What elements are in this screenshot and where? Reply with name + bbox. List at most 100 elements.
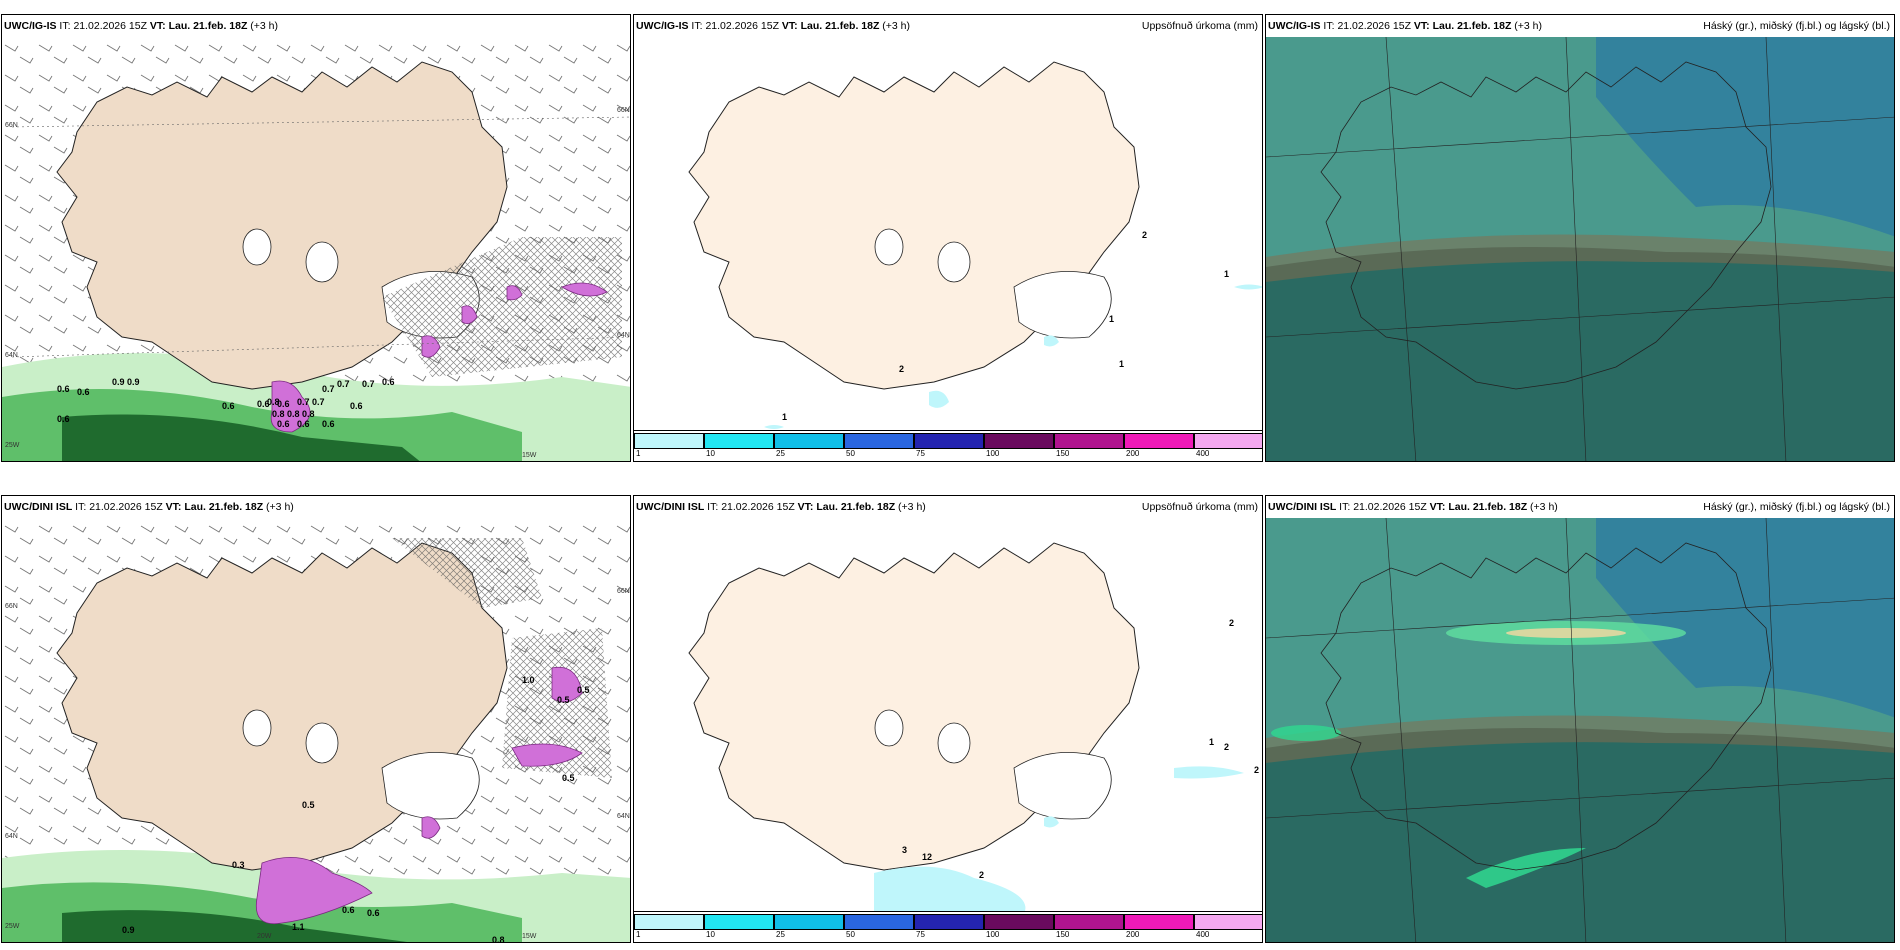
wind-value-label: 0.6	[57, 384, 70, 394]
glacier-langjokull	[242, 228, 272, 266]
glacier-vatnajokull	[381, 752, 480, 820]
cloud-map	[1266, 518, 1894, 942]
precip-area	[1044, 816, 1059, 828]
axis-label: 25W	[5, 923, 20, 930]
precip-value-label: 2	[1254, 765, 1259, 775]
wind-value-label: 0.8	[267, 397, 280, 407]
cloud-low	[1266, 728, 1894, 942]
precip-value-label: 1	[1119, 359, 1124, 369]
snow-area	[421, 816, 441, 839]
wind-value-label: 0.6	[57, 414, 70, 424]
axis-label: 15W	[522, 452, 537, 459]
colorbar-tick: 400	[1196, 930, 1210, 939]
colorbar-swatch	[1124, 433, 1194, 449]
wind-value-label: 0.7	[312, 397, 325, 407]
colorbar-tick: 50	[846, 930, 855, 939]
wind-value-label: 0.6	[297, 419, 310, 429]
precip-value-label: 3	[902, 845, 907, 855]
precip-area	[1044, 335, 1059, 347]
wind-value-label: 0.8	[287, 409, 300, 419]
cloud-high-band	[1466, 848, 1586, 888]
wind-value-label: 0.6	[277, 419, 290, 429]
wind-value-label: 0.9	[112, 377, 125, 387]
colorbar-tick: 200	[1126, 930, 1140, 939]
colorbar-tick: 50	[846, 449, 855, 458]
colorbar-swatch	[914, 914, 984, 930]
colorbar-swatch	[844, 433, 914, 449]
wind-value-label: 0.6	[382, 377, 395, 387]
colorbar-tick: 75	[916, 930, 925, 939]
colorbar: 1 10 25 50 75 100 150 200 400	[634, 430, 1262, 461]
hatch-area	[392, 538, 542, 608]
wind-precip-map: 66N 64N 25W 15W 66N 64N 0.6 0.60.9 0.90.60…	[2, 37, 630, 461]
glacier-hofsjokull	[305, 241, 339, 283]
colorbar-swatch	[1054, 433, 1124, 449]
panel-header: UWC/IG-IS IT: 21.02.2026 15Z VT: Lau. 21…	[634, 15, 1262, 37]
colorbar-tick: 150	[1056, 449, 1070, 458]
wind-precip-panel-row1: UWC/IG-IS IT: 21.02.2026 15Z VT: Lau. 21…	[1, 14, 631, 462]
wind-value-label: 0.3	[232, 860, 245, 870]
colorbar-swatch	[634, 433, 704, 449]
precip-value-label: 1	[1224, 269, 1229, 279]
wind-value-label: 0.6	[367, 908, 380, 918]
precip-value-label: 2	[899, 364, 904, 374]
precip-area	[1234, 284, 1262, 290]
wind-value-label: 0.5	[557, 695, 570, 705]
panel-header: UWC/IG-IS IT: 21.02.2026 15Z VT: Lau. 21…	[2, 15, 630, 37]
hatch-area	[382, 237, 622, 377]
precip-value-label: 2	[1224, 742, 1229, 752]
axis-label: 66N	[5, 122, 18, 129]
precip-area	[764, 425, 784, 429]
snow-area	[461, 305, 478, 325]
colorbar-tick: 100	[986, 449, 1000, 458]
colorbar-swatch	[1194, 914, 1262, 930]
glacier-langjokull	[874, 709, 904, 747]
colorbar-tick: 1	[636, 930, 641, 939]
cloud-panel-row1: UWC/IG-IS IT: 21.02.2026 15Z VT: Lau. 21…	[1265, 14, 1895, 462]
axis-label: 64N	[617, 332, 630, 339]
colorbar-swatch	[984, 914, 1054, 930]
hatch-area	[502, 628, 612, 778]
panel-header: UWC/DINI ISL IT: 21.02.2026 15Z VT: Lau.…	[2, 496, 630, 518]
axis-label: 20W	[257, 933, 272, 940]
precip-area	[1174, 766, 1244, 779]
precip-area	[874, 866, 1026, 914]
precip-value-label: 1	[1109, 314, 1114, 324]
precip-area	[929, 390, 949, 408]
cloud-low	[1266, 247, 1894, 461]
wind-value-label: 0.6	[257, 399, 270, 409]
axis-label: 15W	[522, 933, 537, 940]
axis-label: 66N	[617, 107, 630, 114]
cloud-high-core	[1506, 628, 1626, 638]
precip-value-label: 12	[922, 852, 932, 862]
colorbar-tick: 100	[986, 930, 1000, 939]
colorbar-swatch	[774, 433, 844, 449]
axis-label: 66N	[617, 588, 630, 595]
precip-dark	[62, 910, 407, 942]
colorbar-swatch	[774, 914, 844, 930]
precip-value-label: 2	[1229, 618, 1234, 628]
wind-precip-map: 66N 64N 25W 20W 15W 66N 64N 0.5 1.0 0.5 0.5…	[2, 518, 630, 942]
wind-value-label: 0.7	[297, 397, 310, 407]
cloud-high	[1596, 518, 1894, 718]
precip-map: 22212242312	[634, 518, 1262, 942]
cloud-high	[1596, 37, 1894, 237]
wind-value-label: 0.8	[272, 409, 285, 419]
colorbar-swatch	[704, 914, 774, 930]
colorbar: 1 10 25 50 75 100 150 200 400	[634, 911, 1262, 942]
wind-value-label: 0.9	[127, 377, 140, 387]
precip-value-label: 2	[1142, 230, 1147, 240]
cloud-map	[1266, 37, 1894, 461]
wind-value-label: 0.6	[222, 401, 235, 411]
snow-area	[506, 285, 523, 301]
colorbar-swatch	[984, 433, 1054, 449]
cloud-high-band	[1271, 725, 1341, 741]
panel-header: UWC/DINI ISL IT: 21.02.2026 15Z VT: Lau.…	[1266, 496, 1894, 518]
wind-value-label: 1.0	[522, 675, 535, 685]
precip-value-label: 2	[979, 870, 984, 880]
wind-value-label: 0.5	[302, 800, 315, 810]
axis-label: 25W	[5, 442, 20, 449]
panel-header: UWC/DINI ISL IT: 21.02.2026 15Z VT: Lau.…	[634, 496, 1262, 518]
wind-value-label: 0.7	[322, 384, 335, 394]
snow-area	[255, 857, 373, 925]
